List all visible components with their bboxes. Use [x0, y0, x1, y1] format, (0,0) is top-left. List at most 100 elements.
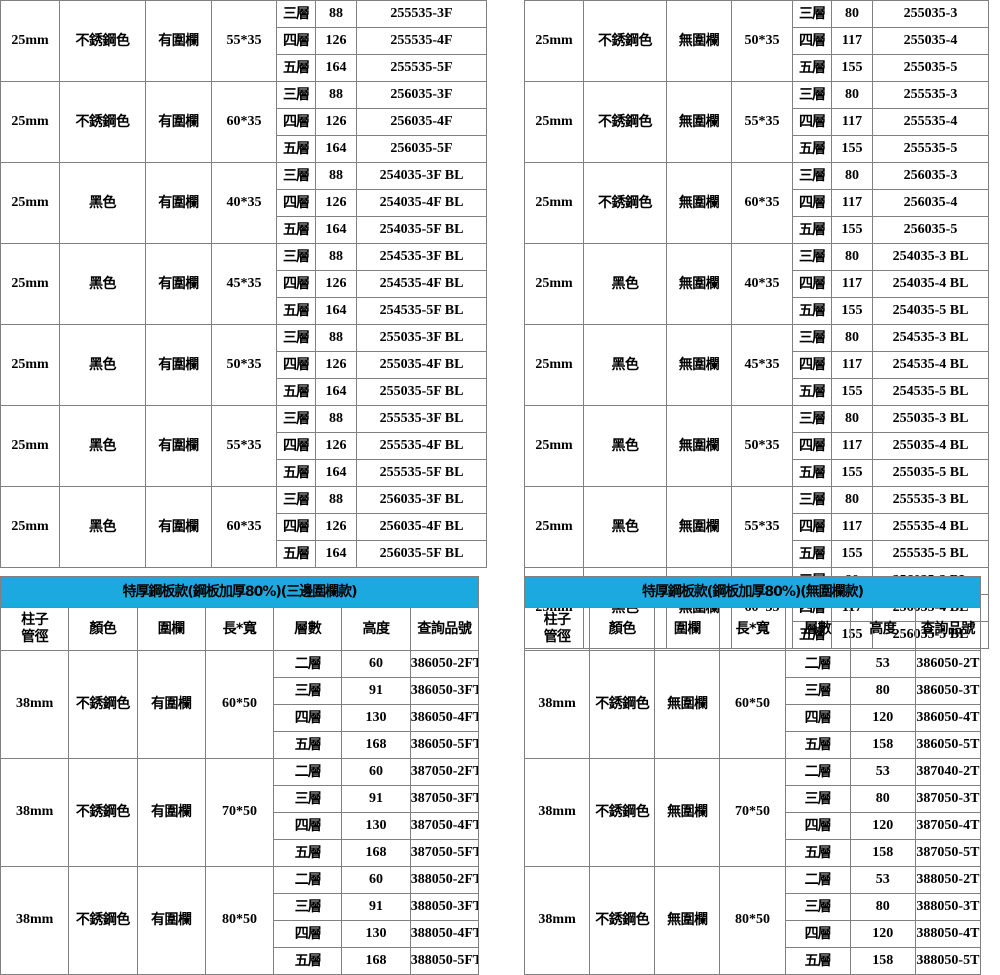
cell-pipe-diameter: 25mm — [524, 162, 584, 244]
cell-pipe-diameter: 25mm — [0, 486, 60, 568]
cell-tier: 三層 — [276, 324, 316, 352]
cell-size: 55*35 — [211, 0, 277, 82]
cell-product-code: 255535-3F — [356, 0, 487, 28]
cell-tier: 三層 — [792, 486, 832, 514]
cell-product-code: 256035-4 — [872, 189, 989, 217]
cell-pipe-diameter: 38mm — [523, 758, 591, 867]
cell-height: 53 — [849, 866, 916, 894]
cell-pipe-diameter: 25mm — [524, 486, 584, 568]
cell-fence: 無圍欄 — [666, 81, 732, 163]
table-row: 三層 91 387050-3FT — [1, 785, 480, 813]
cell-pipe-diameter: 38mm — [523, 866, 591, 975]
cell-color: 黑色 — [59, 486, 146, 568]
cell-height: 80 — [831, 405, 873, 433]
cell-height: 80 — [831, 243, 873, 271]
cell-height: 117 — [831, 432, 873, 460]
cell-product-code: 386050-4T — [914, 704, 982, 732]
cell-size: 55*35 — [211, 405, 277, 487]
table-row: 25mm 黑色 有圍欄 50*35 三層 88 255035-3F BL — [0, 324, 487, 406]
cell-tier: 五層 — [273, 947, 343, 975]
cell-tier: 二層 — [784, 650, 851, 678]
cell-color: 黑色 — [59, 243, 146, 325]
cell-height: 126 — [315, 27, 357, 55]
cell-tier: 二層 — [784, 758, 851, 786]
cell-pipe-diameter: 25mm — [0, 162, 60, 244]
cell-pipe-diameter: 25mm — [0, 243, 60, 325]
cell-height: 120 — [849, 704, 916, 732]
cell-pipe-diameter: 25mm — [524, 0, 584, 82]
cell-product-code: 255535-3 — [872, 81, 989, 109]
table-header-row: 柱子 管徑 顏色 圍欄 長*寬 層數 高度 查詢品號 — [0, 607, 480, 651]
cell-color: 不銹鋼色 — [68, 650, 138, 759]
cell-product-code: 255035-3 — [872, 0, 989, 28]
cell-product-code: 388050-2T — [914, 866, 982, 894]
table-row: 四層 130 387050-4FT — [1, 812, 480, 840]
cell-height: 158 — [849, 731, 916, 759]
table-row: 25mm 黑色 有圍欄 55*35 三層 88 255535-3F BL — [0, 405, 487, 487]
table-row: 四層 120 386050-4T — [525, 704, 982, 732]
cell-height: 60 — [341, 758, 411, 786]
table-row: 25mm 黑色 無圍欄 45*35 三層 80 254535-3 BL — [524, 324, 989, 406]
table-row: 38mm 不銹鋼色 無圍欄 70*50 二層 53 387040-2T — [523, 758, 982, 867]
cell-height: 155 — [831, 54, 873, 82]
table-row: 25mm 不銹鋼色 有圍欄 55*35 三層 88 255535-3F — [0, 0, 487, 82]
cell-height: 117 — [831, 189, 873, 217]
cell-product-code: 388050-3T — [914, 893, 982, 921]
spec-table-bottom-right: 特厚鋼板款(鋼板加厚80%)(無圍欄款) 柱子 管徑 顏色 圍欄 長*寬 層數 高度 查詢品號 3… — [523, 576, 982, 975]
table-row: 25mm 黑色 無圍欄 50*35 三層 80 255035-3 BL — [524, 405, 989, 487]
table-row: 五層 164 254535-5F BL — [1, 297, 487, 325]
cell-tier: 四層 — [276, 432, 316, 460]
cell-size: 50*35 — [731, 405, 793, 487]
table-row: 五層 164 256035-5F — [1, 135, 487, 163]
cell-color: 黑色 — [583, 243, 667, 325]
cell-product-code: 386050-5T — [914, 731, 982, 759]
cell-size: 70*50 — [204, 758, 275, 867]
cell-size: 55*35 — [731, 486, 793, 568]
cell-height: 164 — [315, 135, 357, 163]
table-row: 四層 126 255035-4F BL — [1, 351, 487, 379]
cell-tier: 五層 — [792, 216, 832, 244]
cell-color: 黑色 — [583, 486, 667, 568]
cell-product-code: 387050-4FT — [409, 812, 480, 840]
cell-tier: 三層 — [276, 486, 316, 514]
cell-tier: 五層 — [276, 378, 316, 406]
cell-product-code: 388050-5FT — [409, 947, 480, 975]
cell-product-code: 387050-5FT — [409, 839, 480, 867]
cell-tier: 五層 — [792, 135, 832, 163]
cell-tier: 五層 — [273, 839, 343, 867]
cell-height: 155 — [831, 540, 873, 568]
table-row: 四層 117 254035-4 BL — [525, 270, 989, 298]
cell-product-code: 254535-4F BL — [356, 270, 487, 298]
cell-product-code: 255535-5 — [872, 135, 989, 163]
cell-product-code: 255035-3F BL — [356, 324, 487, 352]
cell-product-code: 256035-5F BL — [356, 540, 487, 568]
cell-height: 130 — [341, 704, 411, 732]
cell-tier: 三層 — [792, 324, 832, 352]
cell-product-code: 255535-5 BL — [872, 540, 989, 568]
cell-product-code: 254535-3F BL — [356, 243, 487, 271]
table-banner-row: 特厚鋼板款(鋼板加厚80%)(無圍欄款) — [524, 576, 981, 608]
cell-height: 155 — [831, 297, 873, 325]
cell-size: 60*35 — [211, 486, 277, 568]
table-row: 25mm 不銹鋼色 有圍欄 60*35 三層 88 256035-3F — [0, 81, 487, 163]
table-banner-row: 特厚鋼板款(鋼板加厚80%)(三邊圍欄款) — [0, 576, 479, 608]
cell-tier: 四層 — [276, 27, 316, 55]
table-banner-title: 特厚鋼板款(鋼板加厚80%)(三邊圍欄款) — [0, 576, 479, 608]
cell-product-code: 387050-2FT — [409, 758, 480, 786]
cell-product-code: 255035-4 — [872, 27, 989, 55]
table-body: 25mm 不銹鋼色 有圍欄 55*35 三層 88 255535-3F 四層 126 255535… — [0, 0, 487, 568]
cell-tier: 四層 — [792, 513, 832, 541]
cell-pipe-diameter: 38mm — [0, 758, 70, 867]
cell-product-code: 255535-5F BL — [356, 459, 487, 487]
cell-fence: 無圍欄 — [654, 758, 721, 867]
cell-height: 126 — [315, 189, 357, 217]
cell-height: 130 — [341, 812, 411, 840]
cell-height: 117 — [831, 513, 873, 541]
cell-tier: 三層 — [273, 893, 343, 921]
cell-fence: 有圍欄 — [145, 243, 212, 325]
cell-tier: 二層 — [273, 758, 343, 786]
cell-height: 88 — [315, 81, 357, 109]
cell-tier: 四層 — [276, 108, 316, 136]
cell-height: 117 — [831, 108, 873, 136]
column-header-tiers: 層數 — [273, 607, 343, 651]
